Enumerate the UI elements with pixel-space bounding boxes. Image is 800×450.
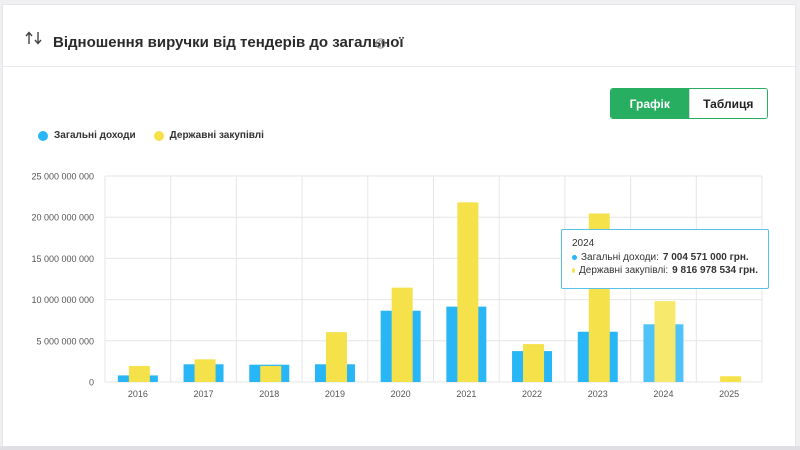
bar-public-2025 (720, 376, 742, 382)
tooltip-year: 2024 (572, 238, 595, 249)
bar-public-2020 (391, 287, 413, 382)
tooltip-dot-public (572, 268, 575, 273)
chart-legend: Загальні доходи Державні закупівлі (38, 130, 264, 141)
y-tick-label: 25 000 000 000 (31, 172, 94, 182)
bar-public-2017 (194, 359, 216, 382)
tooltip-dot-general (572, 255, 577, 260)
tooltip-public-line: Державні закупівлі: 9 816 978 534 грн. (572, 265, 758, 276)
tooltip-public-label: Державні закупівлі: (579, 265, 669, 276)
view-toggle: Графік Таблиця (610, 88, 768, 119)
bar-public-2019 (325, 332, 347, 382)
y-tick-label: 10 000 000 000 (31, 295, 94, 305)
tooltip-public-value: 9 816 978 534 грн. (672, 265, 758, 276)
bar-public-2024 (654, 301, 676, 382)
x-tick-label: 2020 (391, 389, 411, 399)
x-tick-label: 2017 (194, 389, 214, 399)
sort-arrows-icon[interactable] (25, 31, 43, 45)
y-tick-label: 0 (89, 378, 94, 388)
tooltip-general-label: Загальні доходи: (581, 252, 659, 263)
bar-public-2016 (128, 365, 150, 382)
card-header: Відношення виручки від тендерів до загал… (3, 5, 797, 67)
legend-label-public: Державні закупівлі (169, 130, 264, 141)
bar-public-2022 (523, 344, 545, 382)
table-view-button[interactable]: Таблиця (688, 89, 767, 118)
legend-label-general: Загальні доходи (54, 130, 136, 141)
tooltip-general-line: Загальні доходи: 7 004 571 000 грн. (572, 252, 758, 263)
x-tick-label: 2025 (719, 389, 739, 399)
legend-item-general[interactable]: Загальні доходи (38, 130, 136, 141)
bar-public-2018 (260, 365, 282, 382)
chart-tooltip: 2024 Загальні доходи: 7 004 571 000 грн.… (561, 229, 769, 289)
legend-item-public[interactable]: Державні закупівлі (153, 130, 264, 141)
legend-dot-general (38, 130, 48, 141)
card-title: Відношення виручки від тендерів до загал… (53, 34, 404, 51)
y-tick-label: 20 000 000 000 (31, 213, 94, 223)
bar-public-2021 (457, 202, 479, 382)
graph-view-button[interactable]: Графік (611, 89, 689, 118)
x-tick-label: 2023 (588, 389, 608, 399)
x-tick-label: 2022 (522, 389, 542, 399)
tooltip-general-value: 7 004 571 000 грн. (662, 252, 749, 263)
x-tick-label: 2021 (456, 389, 476, 399)
legend-dot-public (153, 130, 164, 141)
x-tick-label: 2018 (259, 389, 279, 399)
y-tick-label: 15 000 000 000 (31, 254, 94, 264)
y-tick-label: 5 000 000 000 (36, 336, 94, 346)
x-tick-label: 2019 (325, 389, 345, 399)
help-circle-icon[interactable] (375, 38, 386, 49)
x-tick-label: 2024 (653, 389, 673, 399)
x-tick-label: 2016 (128, 389, 148, 399)
page-bottom-edge (0, 446, 800, 450)
